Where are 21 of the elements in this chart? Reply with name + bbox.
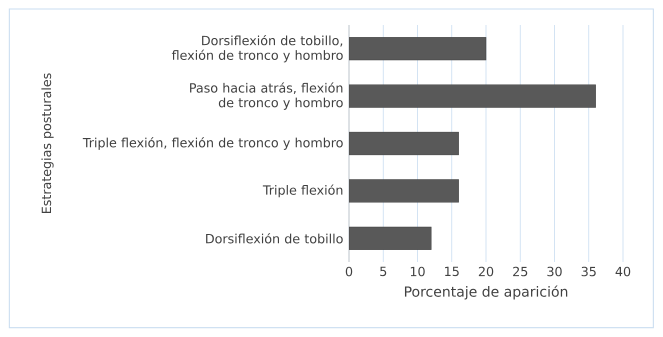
- y-tick-label: Dorsiflexión de tobillo, flexión de tronco y hombro: [172, 34, 343, 62]
- x-tick-label: 15: [445, 266, 459, 276]
- y-tick-label: Triple flexión: [262, 184, 342, 198]
- x-axis-title: Porcentaje de aparición: [404, 285, 568, 300]
- x-tick-label: 35: [582, 266, 596, 276]
- x-tick-label: 0: [346, 266, 352, 276]
- bar: [349, 132, 459, 156]
- x-tick-label: 25: [513, 266, 528, 276]
- x-tick-label: 20: [478, 266, 494, 276]
- x-tick-label: 40: [616, 266, 630, 276]
- bar: [349, 179, 459, 203]
- x-tick-label: 5: [380, 266, 386, 276]
- bar: [349, 226, 432, 250]
- y-axis-title: Estrategias posturales: [41, 73, 54, 214]
- x-tick-label: 10: [410, 266, 425, 276]
- y-tick-label: Paso hacia atrás, flexión de tronco y hombro: [190, 82, 343, 110]
- bar: [349, 37, 486, 60]
- y-tick-label: Triple flexión, flexión de tronco y hombro: [82, 137, 343, 150]
- y-tick-label: Dorsiflexión de tobillo: [206, 233, 343, 244]
- x-tick-label: 30: [547, 266, 562, 276]
- bar: [349, 84, 596, 108]
